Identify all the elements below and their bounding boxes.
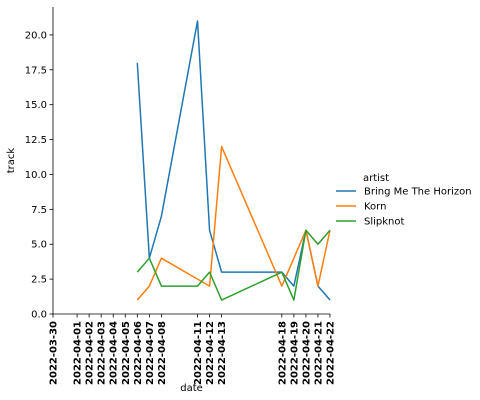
series-line-2 <box>136 145 331 301</box>
x-tick-label: 2022-04-03 <box>97 321 108 385</box>
y-tick-label: 5.0 <box>31 240 47 251</box>
x-tick-label: 2022-04-22 <box>326 321 337 385</box>
x-tick-label: 2022-04-20 <box>301 321 312 385</box>
x-tick-label: 2022-04-05 <box>121 321 132 385</box>
x-tick-label: 2022-04-07 <box>145 321 156 385</box>
x-tick-label: 2022-04-12 <box>205 321 216 385</box>
x-tick-label: 2022-03-30 <box>49 321 60 385</box>
x-tick-label: 2022-04-04 <box>109 321 120 385</box>
x-tick-label: 2022-04-06 <box>133 321 144 385</box>
y-tick-label: 12.5 <box>25 135 47 146</box>
x-tick-label: 2022-04-19 <box>289 321 300 385</box>
y-tick-label: 10.0 <box>25 170 47 181</box>
x-tick-label: 2022-04-08 <box>157 321 168 385</box>
y-tick-label: 7.5 <box>31 205 47 216</box>
legend-title: artist <box>363 173 389 184</box>
x-tick-label: 2022-04-21 <box>313 321 324 385</box>
y-tick-label: 17.5 <box>25 65 47 76</box>
y-axis-label: track <box>6 148 17 174</box>
plot-area <box>52 7 330 315</box>
legend-entry: Slipknot <box>364 217 404 228</box>
x-tick-label: 2022-04-02 <box>85 321 96 385</box>
x-axis-label: date <box>180 383 203 394</box>
x-tick-label: 2022-04-11 <box>193 321 204 385</box>
legend: artist Bring Me The Horizon Korn Slipknot <box>336 173 472 228</box>
x-tick-label: 2022-04-01 <box>73 321 84 385</box>
x-axis: 2022-03-30 2022-04-01 2022-04-02 2022-04-03… <box>49 314 337 385</box>
y-tick-label: 0.0 <box>31 310 47 321</box>
y-tick-label: 2.5 <box>31 275 47 286</box>
series-layer <box>136 20 331 301</box>
legend-entry: Bring Me The Horizon <box>364 187 472 198</box>
y-axis: 0.0 2.5 5.0 7.5 10.0 12.5 15.0 17.5 20.0 <box>25 30 53 321</box>
x-tick-label: 2022-04-18 <box>277 321 288 385</box>
y-tick-label: 15.0 <box>25 100 47 111</box>
legend-entry: Korn <box>364 202 386 213</box>
x-tick-label: 2022-04-13 <box>217 321 228 385</box>
y-tick-label: 20.0 <box>25 30 47 41</box>
series-line-3 <box>136 229 331 301</box>
